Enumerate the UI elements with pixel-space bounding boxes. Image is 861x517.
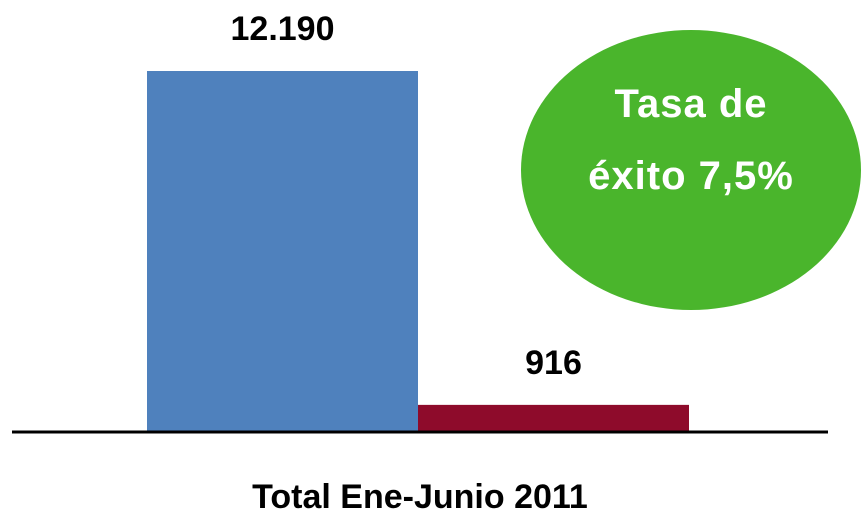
bar-success-value-label: 916 [525,344,582,382]
bars-layer [147,71,689,432]
value-labels-layer: 12.190 916 [231,10,582,382]
bar-success [418,404,689,432]
success-rate-value: éxito 7,5% [588,154,794,198]
success-rate-label: Tasa de [615,82,768,126]
success-rate-bubble-shape [521,30,861,310]
bar-total-value-label: 12.190 [231,10,335,48]
success-rate-bubble: Tasa de éxito 7,5% [521,30,861,310]
x-axis-category-label: Total Ene-Junio 2011 [252,478,588,516]
bar-total [147,71,418,432]
